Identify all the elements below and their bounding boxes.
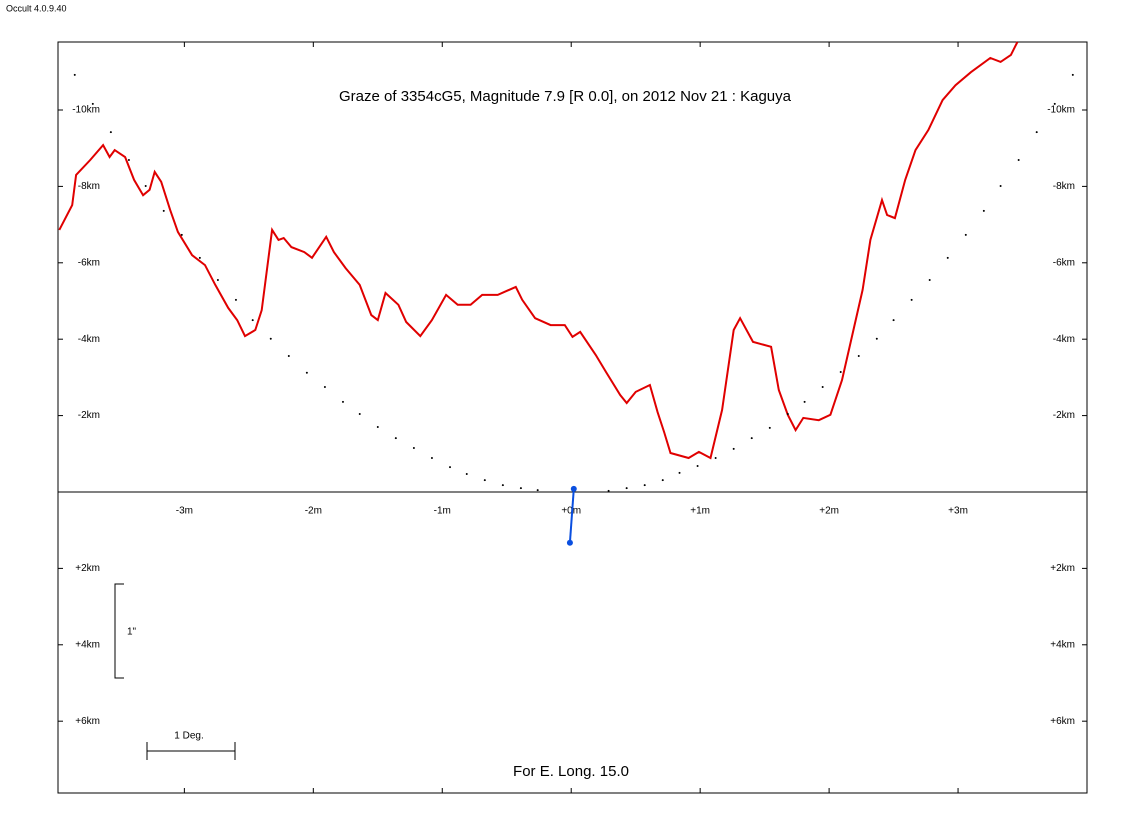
limb-dot [928,278,931,281]
limb-dot [109,131,112,134]
limb-dot [73,73,76,76]
limb-dot [180,233,183,236]
limb-dot [875,337,878,340]
arcsec-scale-label: 1" [127,627,137,638]
plot-area: -3m -2m -1m +0m +1m +2m +3m-10km -10km-8km -8km-… [58,41,1087,793]
y-tick-label-right: +4km [1050,639,1075,650]
limb-dot [162,209,165,212]
limb-dot [269,337,272,340]
longitude-note: For E. Long. 15.0 [513,763,629,780]
limb-dot [1017,159,1020,162]
x-tick-label: -3m [176,506,193,517]
y-tick-label-left: +4km [75,639,100,650]
limb-dot [892,319,895,322]
limb-dot [1071,73,1074,76]
y-tick-label-left: -4km [78,334,100,345]
limb-dot [750,437,753,440]
chart-title: Graze of 3354cG5, Magnitude 7.9 [R 0.0],… [339,88,792,105]
limb-dot [341,400,344,403]
x-tick-label: +3m [948,506,968,517]
y-tick-label-right: +6km [1050,716,1075,727]
y-tick-label-right: +2km [1050,563,1075,574]
limb-dot [1035,131,1038,134]
limb-dot [678,471,681,474]
limb-dot [430,456,433,459]
limb-dot [696,465,699,468]
limb-dot [501,484,504,487]
y-tick-label-left: -2km [78,410,100,421]
limb-dot [536,489,539,492]
y-tick-label-right: -2km [1053,410,1075,421]
x-tick-label: +1m [690,506,710,517]
limb-dot [857,354,860,357]
limb-dot [234,298,237,301]
x-tick-label: -2m [305,506,322,517]
y-tick-label-left: +2km [75,563,100,574]
y-tick-label-left: +6km [75,716,100,727]
limb-dot [964,233,967,236]
limb-dot [999,185,1002,188]
limb-dot [144,185,147,188]
path-marker [566,539,573,546]
limb-dot [251,319,254,322]
limb-dot [661,479,664,482]
limb-dot [643,484,646,487]
limb-dot [305,371,308,374]
limb-dot [323,385,326,388]
limb-dot [127,159,130,162]
limb-dot [768,426,771,429]
limb-dot [519,487,522,490]
limb-dot [625,487,628,490]
limb-dot [786,413,789,416]
limb-dot [946,256,949,259]
limb-dot [91,102,94,105]
y-tick-label-left: -6km [78,257,100,268]
plot-frame [57,41,1088,794]
x-tick-label: +2m [819,506,839,517]
limb-dot [803,400,806,403]
limb-dot [1053,102,1056,105]
limb-dot [483,479,486,482]
y-tick-label-right: -8km [1053,181,1075,192]
y-tick-label-left: -8km [78,181,100,192]
limb-dot [198,256,201,259]
limb-dot [287,354,290,357]
limb-dot [216,278,219,281]
arcsec-scale-bar [114,583,124,679]
x-tick-label: -1m [434,506,451,517]
y-tick-label-right: -10km [1047,105,1075,116]
y-tick-label-left: -10km [72,105,100,116]
limb-dot [376,426,379,429]
limb-dot [732,447,735,450]
path-marker [570,485,577,492]
limb-dot [394,437,397,440]
degree-scale-label: 1 Deg. [174,731,203,742]
y-tick-label-right: -4km [1053,334,1075,345]
degree-scale-bar [146,742,236,760]
y-tick-label-right: -6km [1053,257,1075,268]
profile-line [58,41,1019,460]
limb-dot [714,456,717,459]
limb-dot [821,385,824,388]
path-line [568,488,575,543]
limb-dot [358,413,361,416]
limb-dot [465,473,468,476]
limb-dot [412,447,415,450]
limb-dot [982,209,985,212]
limb-dot [449,466,451,469]
limb-dot [839,371,842,374]
limb-dot [607,489,610,492]
app-version: Occult 4.0.9.40 [6,3,67,13]
limb-dot [910,298,913,301]
